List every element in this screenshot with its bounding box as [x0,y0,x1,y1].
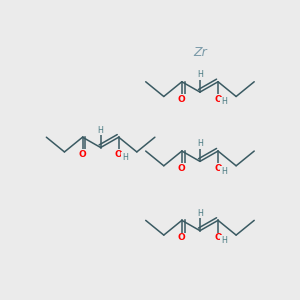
Text: O: O [178,95,186,104]
Text: O: O [214,95,222,104]
Text: O: O [214,233,222,242]
Text: H: H [197,70,203,79]
Text: Zr: Zr [193,46,207,59]
Text: O: O [178,233,186,242]
Text: H: H [221,98,227,106]
Text: O: O [214,164,222,173]
Text: H: H [197,140,203,148]
Text: O: O [115,150,123,159]
Text: H: H [197,209,203,218]
Text: O: O [178,164,186,173]
Text: O: O [79,150,86,159]
Text: H: H [122,153,128,162]
Text: H: H [221,167,227,176]
Text: H: H [221,236,227,245]
Text: H: H [98,126,103,135]
